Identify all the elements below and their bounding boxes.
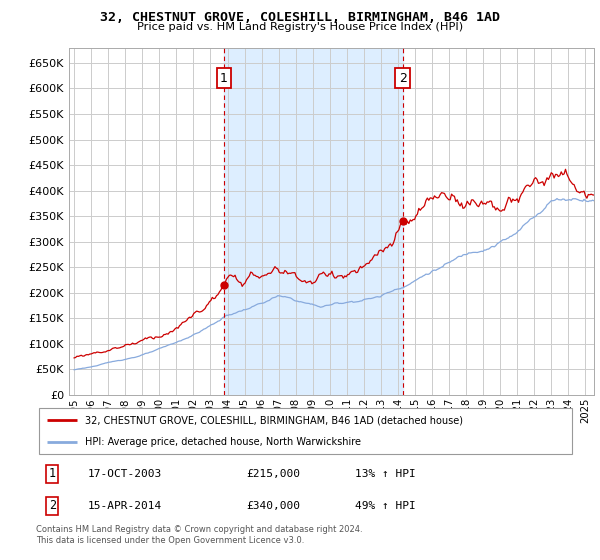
Text: 2: 2 [399,72,407,85]
Text: 32, CHESTNUT GROVE, COLESHILL, BIRMINGHAM, B46 1AD (detached house): 32, CHESTNUT GROVE, COLESHILL, BIRMINGHA… [85,415,463,425]
Text: Contains HM Land Registry data © Crown copyright and database right 2024.
This d: Contains HM Land Registry data © Crown c… [36,525,362,545]
Text: £215,000: £215,000 [247,469,301,479]
Text: 32, CHESTNUT GROVE, COLESHILL, BIRMINGHAM, B46 1AD: 32, CHESTNUT GROVE, COLESHILL, BIRMINGHA… [100,11,500,24]
FancyBboxPatch shape [39,408,572,454]
Text: Price paid vs. HM Land Registry's House Price Index (HPI): Price paid vs. HM Land Registry's House … [137,22,463,32]
Text: 2: 2 [49,500,56,512]
Text: £340,000: £340,000 [247,501,301,511]
Text: 1: 1 [49,467,56,480]
Text: 49% ↑ HPI: 49% ↑ HPI [355,501,415,511]
Text: 13% ↑ HPI: 13% ↑ HPI [355,469,415,479]
Text: HPI: Average price, detached house, North Warwickshire: HPI: Average price, detached house, Nort… [85,437,361,447]
Text: 17-OCT-2003: 17-OCT-2003 [88,469,161,479]
Text: 1: 1 [220,72,228,85]
Bar [224,48,403,395]
Text: 15-APR-2014: 15-APR-2014 [88,501,161,511]
